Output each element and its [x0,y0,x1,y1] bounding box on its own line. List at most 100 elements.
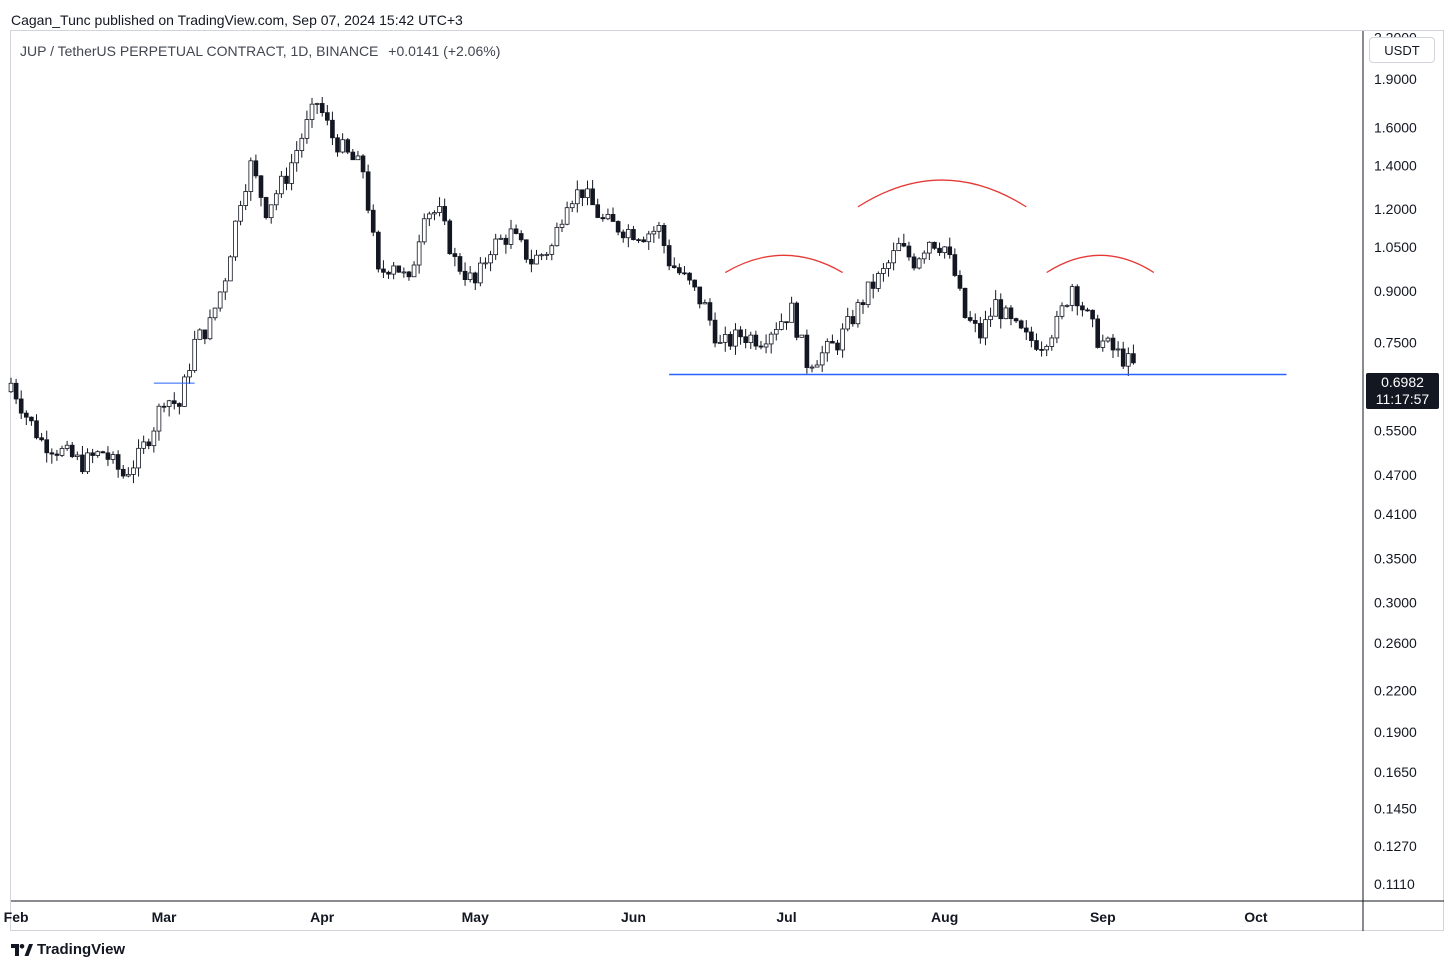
candle-body-down [69,444,75,458]
candle [615,220,621,236]
candle [993,290,998,317]
candle-body-up [478,262,483,284]
candle-body-up [773,329,779,335]
time-tick-label: Apr [310,909,335,925]
candle-body-up [421,218,427,243]
candle [406,270,412,281]
candle [54,449,60,461]
candle-body-down [967,317,973,321]
candle [988,307,993,327]
candle [376,230,381,273]
candle [69,441,75,459]
candle-body-up [1064,304,1070,307]
candle [427,211,432,227]
candle-body-down [901,243,907,247]
candle [1090,309,1095,328]
price-tick-label: 0.4700 [1374,467,1417,483]
candle [1023,320,1029,341]
candle-body-up [238,205,243,222]
candle-body-down [692,279,697,288]
head-arc [857,179,1027,208]
candle [865,281,871,308]
candle-body-down [319,103,325,114]
candle [942,246,947,259]
candle-body-up [626,229,631,239]
candle-body-down [972,320,978,324]
candle [809,364,815,373]
candle [830,334,835,344]
candle [932,241,937,250]
candle [728,331,733,350]
candle [370,204,376,237]
candle-body-up [75,454,80,458]
candle [258,175,264,207]
tradingview-logo[interactable]: TradingView [11,941,125,958]
candle-body-up [1126,353,1131,367]
price-tick-label: 1.6000 [1374,120,1417,136]
candle-body-down [396,265,402,273]
candle-body-down [860,302,866,306]
candle-body-down [620,231,626,239]
candle-body-down [687,272,692,281]
candle-body-down [1110,337,1116,351]
candle [498,234,504,240]
candle [177,402,182,415]
currency-selector[interactable]: USDT [1369,37,1435,63]
candle [779,313,784,331]
candle [682,266,687,276]
candle-body-up [64,444,70,449]
candle [182,374,187,407]
candle [462,262,468,286]
candle-body-up [988,315,993,321]
candle-body-down [115,454,121,470]
candle-body-up [656,225,662,232]
candle-body-up [432,212,437,215]
candle-body-down [666,245,672,267]
candle [661,222,667,254]
candle [937,242,942,256]
candle [289,153,294,191]
candle-body-up [865,281,871,306]
candle-body-up [340,139,345,153]
candle [534,249,539,265]
last-price-tag: 0.6982 11:17:57 [1366,373,1439,409]
candle-body-up [166,400,172,407]
candle-body-up [248,160,254,192]
candle-body-up [809,366,815,369]
candle [962,287,968,319]
candle-body-up [279,175,284,195]
candle-body-up [569,203,575,209]
candles-layer [8,97,1136,484]
candle-body-down [386,271,391,275]
candle-body-down [253,160,259,177]
candle-body-up [401,271,407,274]
candle [921,250,927,264]
candle-body-down [600,217,606,220]
candle-body-down [830,341,835,344]
candle-body-up [605,214,611,220]
candle-body-up [294,150,300,164]
candle-body-down [610,214,616,222]
symbol-legend[interactable]: JUP / TetherUS PERPETUAL CONTRACT, 1D, B… [20,43,506,59]
candle-body-up [768,333,774,345]
candle-body-up [268,204,274,219]
candle-body-down [962,287,968,318]
time-tick-label: Mar [152,909,177,925]
candle [18,390,24,420]
candle-body-up [881,268,886,274]
brand-name: TradingView [37,941,126,958]
candle-body-down [1039,349,1044,351]
candle [544,251,550,260]
symbol-name[interactable]: JUP / TetherUS PERPETUAL CONTRACT, 1D, B… [20,43,379,59]
time-tick-label: Aug [931,909,958,925]
candle-body-down [472,272,478,284]
candle [722,326,728,352]
candle-body-up [651,230,657,235]
price-tick-label: 0.7500 [1374,335,1417,351]
candle [217,291,223,312]
candle [34,414,39,440]
candle [554,222,560,247]
candle-body-down [49,452,55,455]
candle [850,309,856,327]
